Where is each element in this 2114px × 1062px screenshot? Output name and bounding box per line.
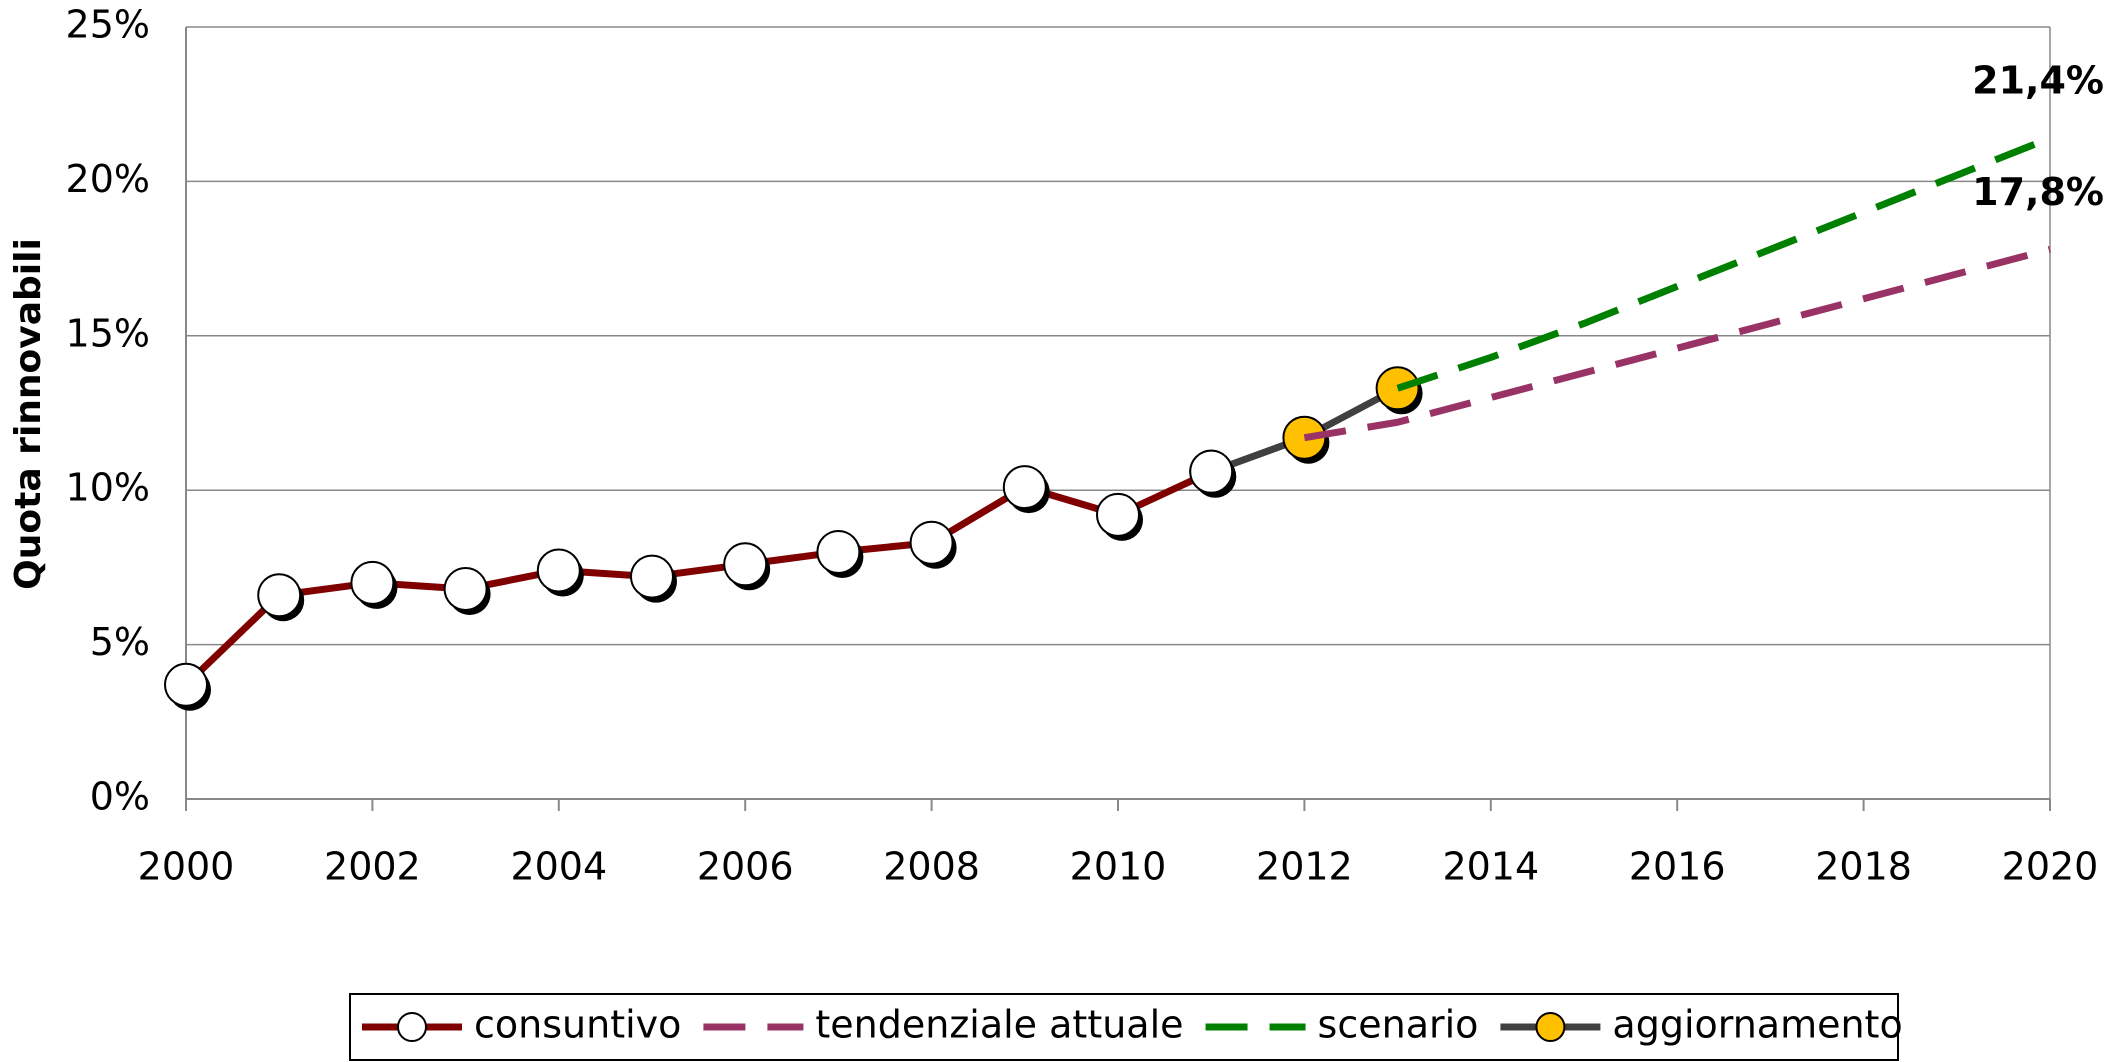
legend-label: scenario — [1318, 1003, 1479, 1047]
x-tick-label: 2014 — [1442, 845, 1539, 889]
y-axis-label: Quota rinnovabili — [8, 238, 49, 590]
data-point — [443, 567, 488, 612]
data-point — [257, 573, 302, 618]
y-tick-label: 5% — [90, 620, 150, 664]
x-tick-label: 2008 — [883, 845, 980, 889]
x-tick-label: 2002 — [324, 845, 421, 889]
x-tick-label: 2012 — [1256, 845, 1353, 889]
data-point — [164, 662, 208, 707]
marker — [909, 520, 957, 569]
y-tick-label: 25% — [66, 3, 150, 47]
series-line — [1303, 245, 2051, 442]
legend-marker — [397, 1012, 427, 1042]
y-tick-label: 0% — [90, 775, 150, 819]
x-tick-label: 2004 — [510, 845, 607, 889]
data-point — [1189, 449, 1234, 494]
y-tick-label: 10% — [66, 466, 150, 510]
data-point — [1002, 465, 1047, 510]
marker — [164, 662, 211, 711]
data-point — [909, 520, 954, 565]
marker — [536, 548, 584, 597]
legend-box — [349, 993, 1899, 1061]
series-line — [1396, 134, 2052, 392]
data-point — [1096, 492, 1140, 537]
data-point — [816, 529, 861, 574]
marker — [443, 567, 491, 616]
legend-marker — [1535, 1012, 1566, 1042]
data-label: 21,4% — [1972, 59, 2104, 103]
legend-label: consuntivo — [474, 1003, 681, 1047]
data-point — [536, 548, 581, 593]
x-tick-label: 2000 — [138, 845, 235, 889]
y-tick-label: 15% — [66, 311, 150, 355]
x-tick-label: 2016 — [1629, 845, 1726, 889]
data-point — [723, 542, 768, 587]
marker — [257, 573, 305, 622]
x-tick-label: 2010 — [1070, 845, 1167, 889]
y-tick-label: 20% — [66, 157, 150, 201]
marker — [1096, 492, 1143, 541]
x-tick-label: 2020 — [2002, 845, 2099, 889]
legend-label: aggiornamento — [1612, 1003, 1902, 1047]
marker — [723, 542, 771, 591]
data-point — [630, 554, 674, 599]
legend-label: tendenziale attuale — [815, 1003, 1183, 1047]
marker — [350, 560, 398, 609]
x-tick-label: 2018 — [1815, 845, 1912, 889]
series-line — [183, 468, 1213, 688]
data-point — [350, 560, 395, 605]
marker — [1189, 449, 1237, 498]
x-tick-label: 2006 — [697, 845, 794, 889]
data-label: 17,8% — [1972, 170, 2104, 214]
marker — [630, 554, 677, 603]
marker — [1002, 465, 1050, 514]
marker — [816, 529, 864, 578]
